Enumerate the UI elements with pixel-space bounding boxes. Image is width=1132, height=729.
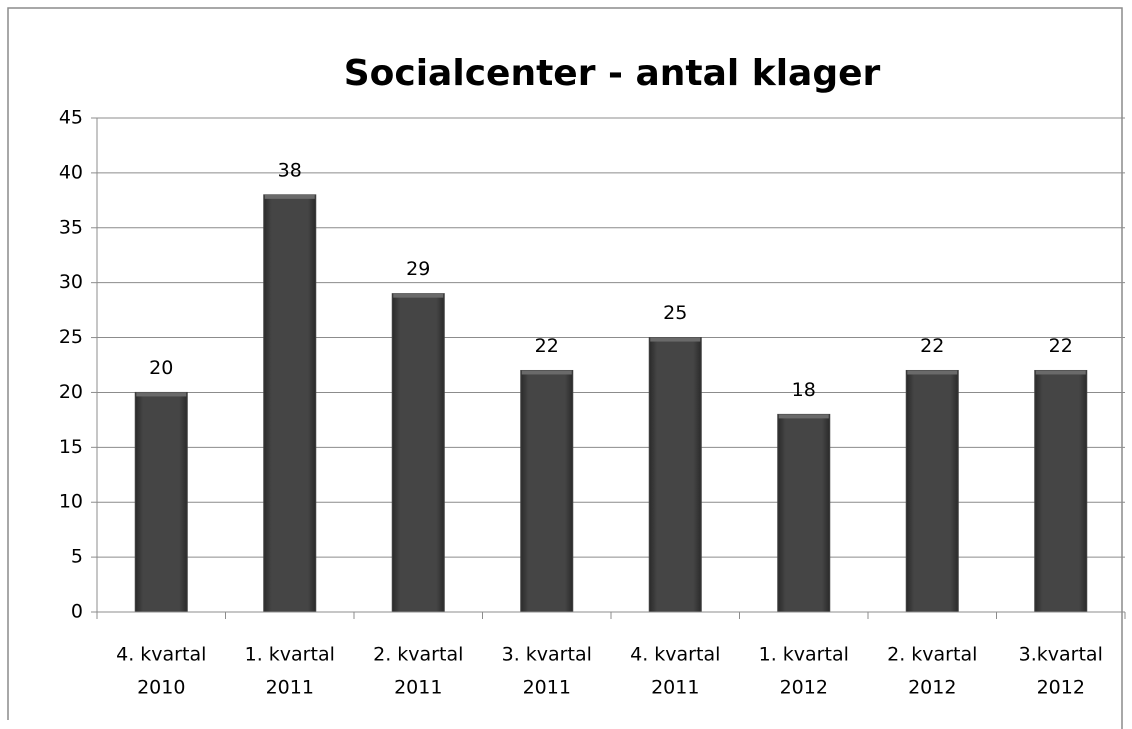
bar [263, 194, 317, 613]
x-tick-label: 3.kvartal [1019, 644, 1103, 666]
value-label: 18 [792, 379, 816, 401]
x-tick-label: 2012 [780, 677, 828, 699]
bar-bevel [778, 414, 829, 419]
y-tick-label: 45 [59, 107, 83, 129]
x-tick-label: 2. kvartal [373, 644, 463, 666]
value-label: 25 [663, 302, 687, 324]
x-tick-label: 2. kvartal [887, 644, 977, 666]
x-tick-label: 1. kvartal [759, 644, 849, 666]
bar-bevel [393, 293, 444, 298]
bar-bevel [1035, 370, 1086, 375]
bar-bevel [907, 370, 958, 375]
value-label: 29 [406, 258, 430, 280]
bar-bevel [264, 194, 315, 199]
bar-bevel [521, 370, 572, 375]
chart-title: Socialcenter - antal klager [344, 53, 881, 94]
value-label: 20 [149, 357, 173, 379]
bar-bevel [136, 392, 187, 397]
y-tick-label: 35 [59, 216, 83, 238]
frame [7, 7, 1123, 729]
x-tick-label: 2012 [908, 677, 956, 699]
x-tick-label: 3. kvartal [502, 644, 592, 666]
x-tick-label: 1. kvartal [245, 644, 335, 666]
x-tick-label: 2011 [266, 677, 314, 699]
bar [905, 369, 959, 613]
x-tick-label: 2011 [651, 677, 699, 699]
y-tick-label: 15 [59, 436, 83, 458]
value-label: 22 [920, 335, 944, 357]
y-tick-label: 40 [59, 161, 83, 183]
x-tick-label: 2012 [1037, 677, 1085, 699]
bar [520, 369, 574, 613]
bar-bevel [650, 337, 701, 342]
y-tick-label: 30 [59, 271, 83, 293]
value-label: 22 [535, 335, 559, 357]
x-tick-label: 2011 [523, 677, 571, 699]
y-tick-label: 5 [71, 546, 83, 568]
x-tick-label: 2011 [394, 677, 442, 699]
value-label: 22 [1049, 335, 1073, 357]
y-tick-label: 10 [59, 491, 83, 513]
bar [134, 391, 188, 613]
x-tick-label: 4. kvartal [116, 644, 206, 666]
y-tick-label: 25 [59, 326, 83, 348]
y-tick-label: 20 [59, 381, 83, 403]
bar [777, 413, 831, 613]
bar [648, 337, 702, 613]
x-tick-label: 4. kvartal [630, 644, 720, 666]
value-label: 38 [278, 159, 302, 181]
bar [1034, 369, 1088, 613]
y-tick-label: 0 [71, 601, 83, 623]
bar [391, 293, 445, 613]
x-tick-label: 2010 [137, 677, 185, 699]
